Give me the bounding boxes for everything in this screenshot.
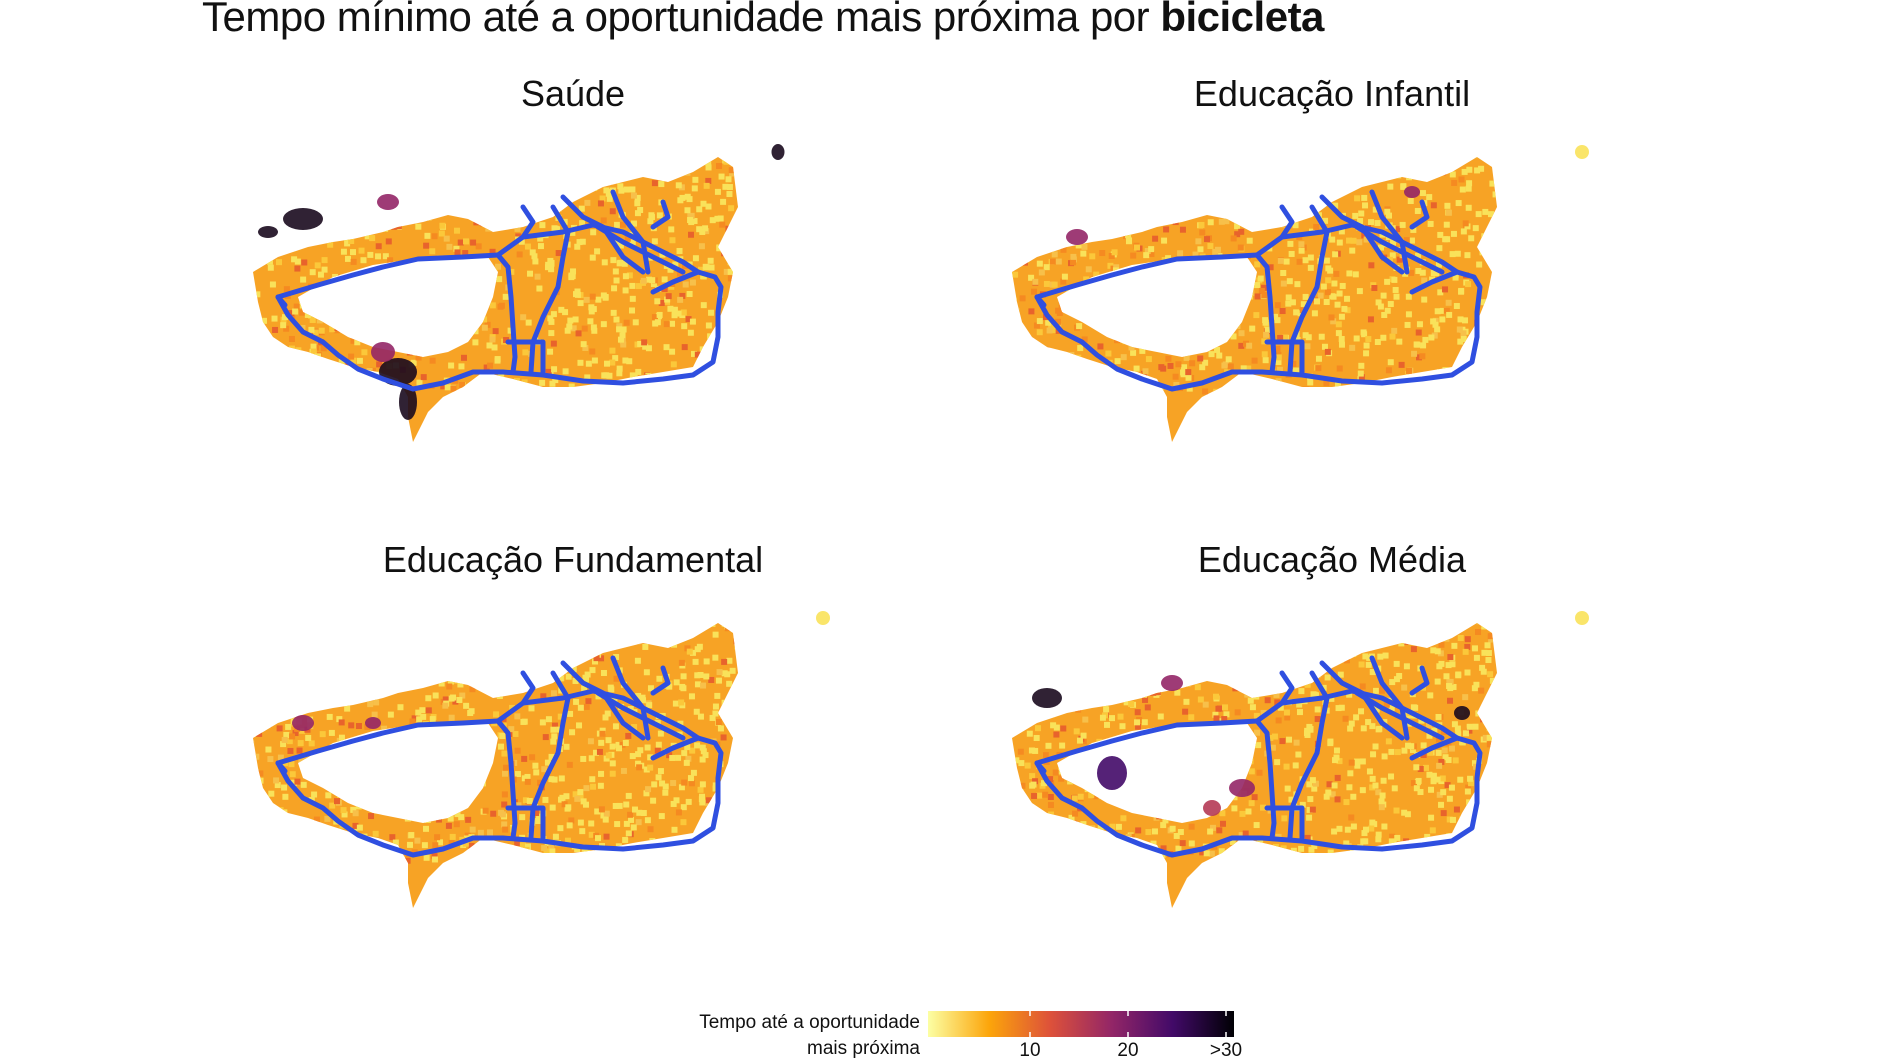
legend-title-line1: Tempo até a oportunidade	[699, 1012, 920, 1033]
road-line	[1254, 252, 1277, 375]
map-panel-saude: Saúde	[213, 72, 933, 512]
legend-tick-30: >30	[1209, 1040, 1243, 1061]
road-line	[1034, 735, 1483, 858]
road-line	[1319, 660, 1405, 741]
road-line	[495, 670, 536, 724]
road-line	[1264, 805, 1305, 841]
road-line	[1354, 224, 1445, 275]
travel-time-surface	[253, 623, 738, 908]
legend-tick-10: 10	[1019, 1040, 1041, 1061]
panel-title-educacao-fundamental: Educação Fundamental	[382, 539, 764, 580]
road-line	[595, 690, 686, 741]
road-line	[650, 735, 701, 761]
road-line	[1369, 655, 1410, 741]
road-line	[495, 718, 518, 841]
road-line	[1354, 690, 1445, 741]
road-line	[1319, 194, 1405, 275]
road-line	[1034, 294, 1047, 308]
panel-title-educacao-infantil: Educação Infantil	[1193, 73, 1471, 114]
road-line	[1034, 269, 1483, 392]
road-line	[275, 294, 288, 308]
road-line	[610, 655, 651, 741]
road-line	[505, 805, 546, 841]
road-line	[1409, 665, 1430, 696]
road-line	[1279, 688, 1460, 741]
road-line	[275, 718, 501, 766]
chart-title-emphasis: bicicleta	[1160, 0, 1324, 40]
road-line	[520, 222, 701, 275]
road-line	[1409, 199, 1430, 230]
map-panel-educacao-media: Educação Média	[972, 538, 1692, 978]
road-line	[1254, 670, 1295, 724]
road-line	[595, 224, 686, 275]
road-line	[1264, 339, 1305, 375]
road-line	[275, 760, 288, 774]
road-line	[1369, 189, 1410, 275]
map-educacao-infantil	[1012, 145, 1589, 442]
road-line	[275, 252, 501, 300]
road-line	[275, 735, 724, 858]
road-line	[1034, 718, 1260, 766]
legend-color-bar	[928, 1011, 1234, 1037]
road-line	[650, 199, 671, 230]
road-line	[505, 339, 546, 375]
road-line	[1409, 269, 1460, 295]
road-line	[1254, 204, 1295, 258]
road-line	[560, 194, 646, 275]
road-line	[650, 269, 701, 295]
legend-tick-20: 20	[1117, 1040, 1139, 1061]
road-line	[1254, 718, 1277, 841]
panel-title-educacao-media: Educação Média	[1197, 539, 1467, 580]
road-line	[610, 189, 651, 275]
legend-title: Tempo até a oportunidade mais próxima	[660, 1010, 920, 1061]
road-line	[560, 660, 646, 741]
legend-title-line2: mais próxima	[807, 1037, 920, 1059]
panel-title-saude: Saúde	[520, 73, 626, 114]
road-line	[1279, 222, 1460, 275]
map-saude	[253, 144, 785, 442]
color-legend: Tempo até a oportunidade mais próxima 10…	[660, 1008, 1260, 1062]
map-educacao-fundamental	[253, 611, 830, 908]
road-line	[275, 269, 724, 392]
road-line	[495, 204, 536, 258]
map-panel-educacao-fundamental: Educação Fundamental	[213, 538, 933, 978]
map-educacao-media	[1012, 611, 1589, 908]
road-line	[1034, 252, 1260, 300]
road-line	[650, 665, 671, 696]
road-line	[520, 688, 701, 741]
chart-title: Tempo mínimo até a oportunidade mais pró…	[202, 0, 1324, 42]
map-panel-educacao-infantil: Educação Infantil	[972, 72, 1692, 512]
road-line	[1034, 760, 1047, 774]
road-line	[1409, 735, 1460, 761]
chart-title-text: Tempo mínimo até a oportunidade mais pró…	[202, 0, 1161, 40]
road-line	[495, 252, 518, 375]
